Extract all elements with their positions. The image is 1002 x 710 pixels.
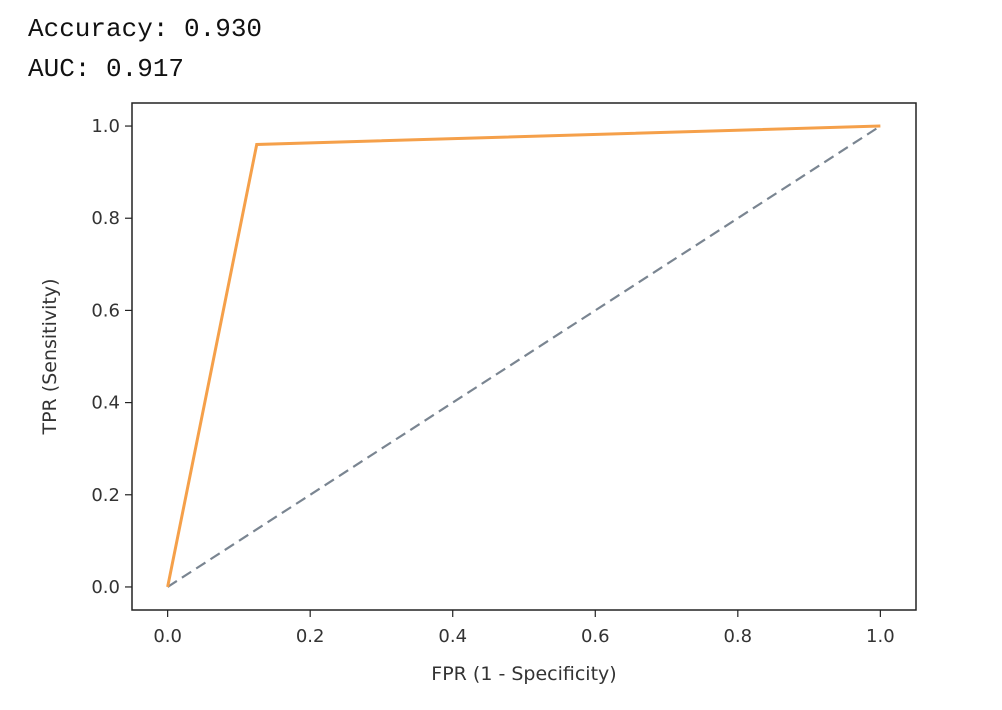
plot-frame xyxy=(131,102,917,611)
series-layer xyxy=(166,124,881,588)
y-tick-label: 0.8 xyxy=(91,208,120,229)
y-tick-label: 0.2 xyxy=(91,485,120,506)
x-axis-ticks: 0.0 0.2 0.4 0.6 0.8 1.0 xyxy=(153,610,895,647)
x-tick-label: 1.0 xyxy=(866,626,895,647)
x-axis-label: FPR (1 - Specificity) xyxy=(431,663,616,685)
y-tick-label: 0.0 xyxy=(91,577,120,598)
y-tick-label: 0.6 xyxy=(91,300,120,321)
chance-diagonal-line xyxy=(167,125,881,588)
y-axis-label: TPR (Sensitivity) xyxy=(39,278,61,435)
y-axis-ticks: 0.0 0.2 0.4 0.6 0.8 1.0 xyxy=(91,116,132,598)
roc-curve-line xyxy=(166,124,881,588)
auc-output: AUC: 0.917 xyxy=(28,54,185,84)
x-tick-label: 0.2 xyxy=(296,626,325,647)
y-tick-label: 1.0 xyxy=(91,116,120,137)
x-tick-label: 0.8 xyxy=(723,626,752,647)
y-tick-label: 0.4 xyxy=(91,393,120,414)
accuracy-output: Accuracy: 0.930 xyxy=(28,14,263,44)
x-tick-label: 0.0 xyxy=(153,626,182,647)
x-tick-label: 0.4 xyxy=(438,626,467,647)
x-tick-label: 0.6 xyxy=(581,626,610,647)
